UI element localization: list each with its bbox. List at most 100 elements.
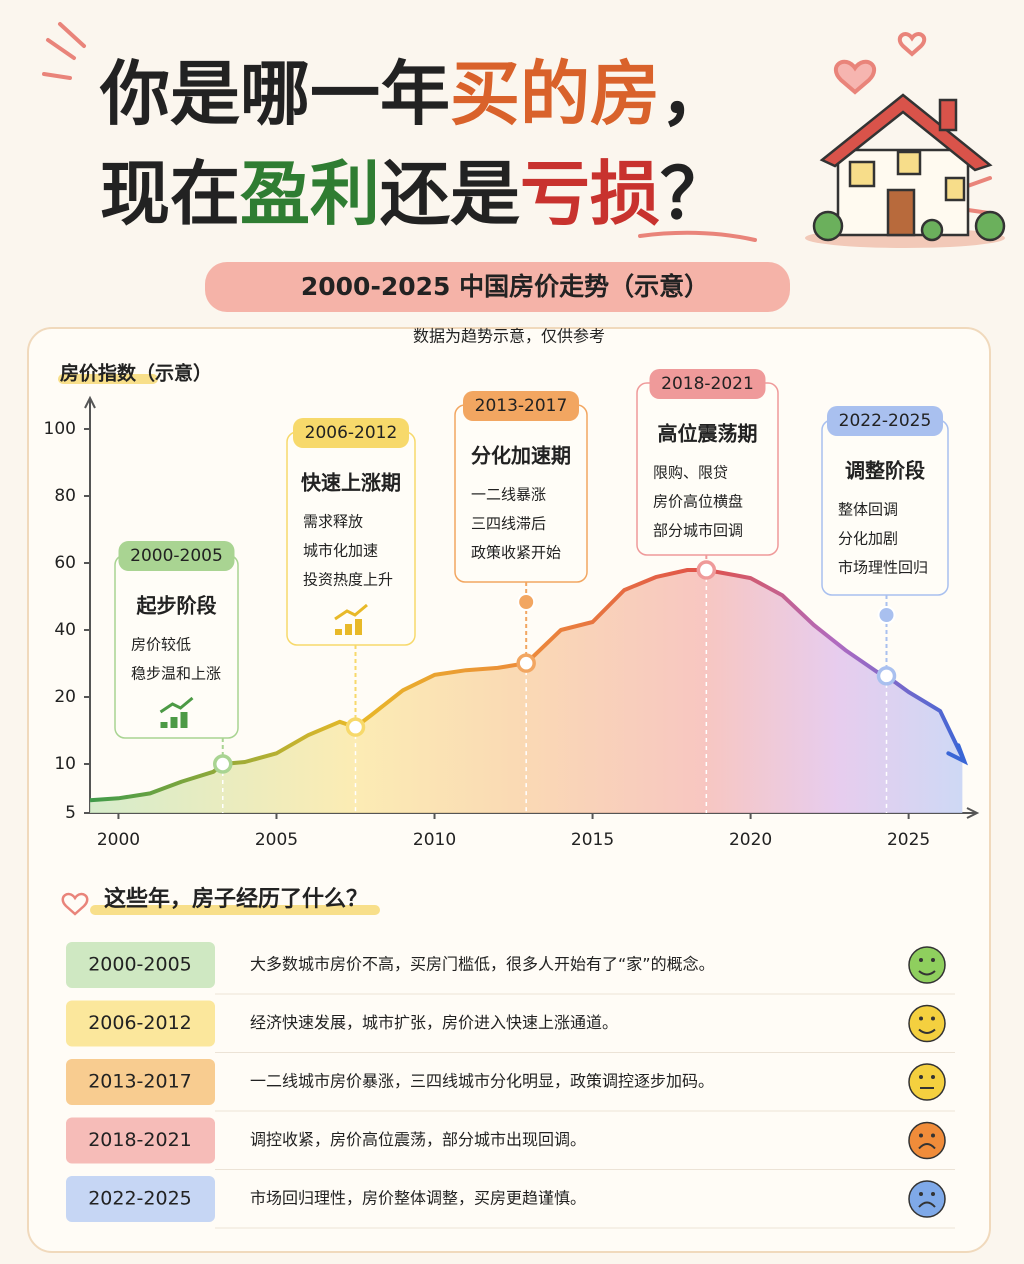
- annotation-title: 快速上涨期: [301, 471, 401, 495]
- face: [908, 1063, 946, 1101]
- title-line: 你是哪一年买的房，: [99, 53, 730, 135]
- annotation-note: 一二线暴涨: [471, 486, 546, 504]
- period-label: 2000-2005: [88, 954, 192, 976]
- annotation-title: 调整阶段: [845, 459, 925, 483]
- annotation-tag: [649, 369, 766, 399]
- area: [90, 570, 963, 813]
- highlight-point: [345, 717, 366, 737]
- face-eye: [919, 958, 923, 962]
- row-text: 调控收紧，房价高位震荡，部分城市出现回调。: [250, 1130, 586, 1149]
- pin: [517, 593, 536, 611]
- subtitle-banner: [205, 262, 790, 312]
- label-highlight: [90, 905, 380, 915]
- title-part: ，: [660, 53, 730, 135]
- annotation-title: 起步阶段: [136, 594, 217, 618]
- face-eye: [919, 1192, 923, 1196]
- annotation-period: 2006-2012: [305, 423, 398, 443]
- y-tick-label: 10: [54, 754, 76, 774]
- highlight-point: [516, 653, 536, 673]
- label-highlight: [58, 374, 158, 384]
- face-eye: [931, 1192, 935, 1196]
- period-pill: [66, 1117, 215, 1164]
- subtitle: 2000-2025 中国房价走势（示意）: [301, 272, 709, 301]
- annotation-period: 2000-2005: [130, 546, 223, 566]
- row-text: 经济快速发展，城市扩张，房价进入快速上涨通道。: [250, 1013, 618, 1032]
- pin: [877, 606, 896, 624]
- highlight-point: [696, 560, 717, 580]
- y-tick-label: 60: [54, 553, 76, 573]
- period-pill: [66, 942, 215, 988]
- face-eye: [931, 1133, 935, 1138]
- period-pill: [66, 1000, 215, 1047]
- line-arrow: [946, 743, 969, 766]
- period-pill: [66, 1176, 215, 1222]
- icon-bar: [160, 722, 168, 728]
- x-tick-label: 2015: [571, 830, 614, 850]
- title-part: 盈利: [240, 153, 380, 235]
- title-part: 亏损: [520, 153, 660, 235]
- annotation-title: 高位震荡期: [658, 422, 758, 446]
- house-illustration: [805, 93, 1006, 248]
- face-eye: [931, 1016, 935, 1021]
- face-mouth: [918, 1201, 936, 1208]
- note: 数据为趋势示意，仅供参考: [413, 327, 605, 346]
- title-part: ？: [660, 153, 730, 235]
- y-tick-label: 40: [54, 620, 76, 640]
- annotation-note: 政策收紧开始: [471, 544, 561, 562]
- annotation-period: 2018-2021: [661, 374, 754, 394]
- highlight-point: [213, 754, 233, 774]
- decoration: [42, 22, 998, 242]
- face: [908, 946, 946, 984]
- axis-arrow: [966, 807, 980, 819]
- face-eye: [931, 1075, 935, 1079]
- title-part: 还是: [380, 153, 520, 235]
- face: [908, 1004, 946, 1043]
- annotation-note: 限购、限贷: [653, 464, 728, 482]
- title-line: 现在盈利还是亏损？: [100, 153, 730, 235]
- period-label: 2013-2017: [88, 1071, 192, 1093]
- face-eye: [931, 958, 935, 962]
- x-tick-label: 2005: [255, 830, 298, 850]
- y-tick-label: 100: [44, 419, 76, 439]
- annotation-note: 稳步温和上涨: [131, 665, 221, 683]
- face: [908, 1121, 946, 1160]
- axis-arrow: [84, 395, 96, 409]
- y-tick-label: 20: [54, 687, 76, 707]
- annotation-tag: [463, 391, 579, 421]
- y-axis-label: 房价指数（示意）: [60, 362, 212, 385]
- title-part: 现在: [100, 153, 240, 235]
- annotation-tag: [827, 406, 943, 436]
- face-eye: [919, 1016, 923, 1021]
- face-mouth: [918, 1143, 936, 1150]
- row-text: 大多数城市房价不高，买房门槛低，很多人开始有了“家”的概念。: [250, 955, 715, 974]
- x-tick-label: 2020: [729, 830, 772, 850]
- highlight-point: [876, 666, 897, 686]
- annotation-note: 房价高位横盘: [653, 493, 743, 511]
- icon-arrow: [334, 603, 368, 621]
- annotation-note: 房价较低: [131, 636, 191, 654]
- icon-arrow: [159, 696, 194, 714]
- title-part: 你是哪一年: [99, 53, 450, 135]
- annotation-note: 整体回调: [838, 501, 898, 519]
- y-tick-label: 5: [65, 803, 76, 823]
- y-tick-label: 80: [54, 486, 76, 506]
- annotation-note: 市场理性回归: [838, 559, 928, 577]
- annotation-period: 2022-2025: [839, 411, 932, 431]
- x-tick-label: 2025: [887, 830, 930, 850]
- face-mouth: [918, 1028, 936, 1034]
- face-eye: [919, 1075, 923, 1079]
- title-part: 买的房: [450, 53, 660, 135]
- face-mouth: [918, 970, 936, 976]
- row-text: 市场回归理性，房价整体调整，买房更趋谨慎。: [250, 1189, 586, 1208]
- section-title: 这些年，房子经历了什么？: [104, 886, 368, 912]
- annotation-note: 城市化加速: [303, 542, 378, 560]
- annotation-note: 分化加剧: [838, 530, 898, 548]
- period-label: 2022-2025: [88, 1188, 192, 1210]
- annotation-note: 三四线滞后: [471, 515, 546, 533]
- period-label: 2018-2021: [88, 1129, 192, 1151]
- icon-bar: [345, 624, 352, 635]
- face: [908, 1180, 946, 1218]
- icon-bar: [335, 629, 342, 635]
- annotation-note: 部分城市回调: [653, 522, 743, 540]
- heart-icon: [61, 892, 89, 916]
